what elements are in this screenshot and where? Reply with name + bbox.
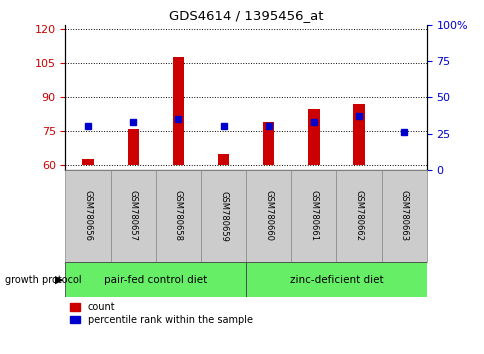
Bar bbox=[245, 262, 426, 297]
Text: GSM780662: GSM780662 bbox=[354, 190, 363, 241]
Text: GSM780657: GSM780657 bbox=[128, 190, 137, 241]
Text: growth protocol: growth protocol bbox=[5, 275, 81, 285]
Bar bbox=[353, 104, 364, 165]
Bar bbox=[308, 109, 319, 165]
Bar bbox=[65, 170, 110, 262]
Bar bbox=[381, 170, 426, 262]
Bar bbox=[262, 122, 274, 165]
Bar bbox=[127, 129, 138, 165]
Bar bbox=[291, 170, 336, 262]
Text: pair-fed control diet: pair-fed control diet bbox=[104, 275, 207, 285]
Text: GSM780663: GSM780663 bbox=[399, 190, 408, 241]
Text: ▶: ▶ bbox=[54, 275, 63, 285]
Text: GSM780659: GSM780659 bbox=[219, 190, 227, 241]
Bar bbox=[155, 170, 200, 262]
Bar bbox=[82, 159, 93, 165]
Text: GSM780656: GSM780656 bbox=[83, 190, 92, 241]
Bar bbox=[200, 170, 245, 262]
Title: GDS4614 / 1395456_at: GDS4614 / 1395456_at bbox=[168, 9, 323, 22]
Bar bbox=[172, 57, 183, 165]
Text: GSM780658: GSM780658 bbox=[174, 190, 182, 241]
Text: GSM780660: GSM780660 bbox=[264, 190, 272, 241]
Legend: count, percentile rank within the sample: count, percentile rank within the sample bbox=[70, 302, 252, 325]
Bar bbox=[110, 170, 155, 262]
Bar bbox=[217, 154, 229, 165]
Text: zinc-deficient diet: zinc-deficient diet bbox=[289, 275, 382, 285]
Bar bbox=[65, 262, 245, 297]
Bar bbox=[245, 170, 291, 262]
Text: GSM780661: GSM780661 bbox=[309, 190, 318, 241]
Bar bbox=[336, 170, 381, 262]
